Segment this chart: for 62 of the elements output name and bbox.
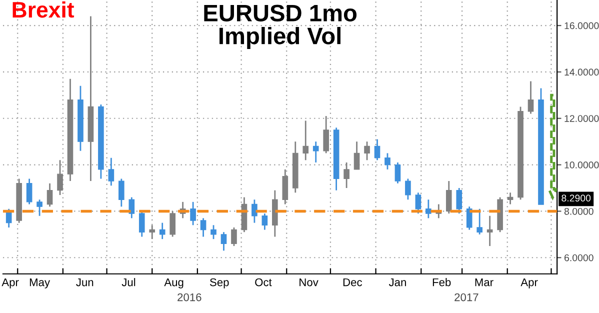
- x-tick-label: Apr: [520, 278, 538, 288]
- x-tick-label: Nov: [300, 278, 318, 286]
- x-tick-label: Feb: [432, 278, 451, 286]
- x-tick-label: Jun: [76, 278, 94, 286]
- y-tick-label: 14.0000: [564, 68, 599, 76]
- text: EURUSD 1mo Implied Vol: [204, 4, 357, 49]
- candlestick: [446, 180, 452, 214]
- candlestick: [466, 206, 472, 230]
- candlestick: [108, 157, 114, 186]
- annotation: Brexit: [12, 1, 74, 18]
- candlestick: [128, 196, 135, 219]
- candlestick: [170, 210, 176, 238]
- candlestick: [26, 178, 32, 205]
- candlestick: [200, 217, 206, 238]
- candlestick: [302, 120, 309, 161]
- y-tick-label: 8.0000: [564, 208, 594, 215]
- candlestick: [507, 192, 514, 205]
- candlestick: [323, 115, 329, 154]
- candlestick: [476, 208, 482, 236]
- candlestick: [231, 226, 237, 247]
- candlestick: [210, 224, 216, 240]
- x-tick-label: Aug: [164, 278, 184, 288]
- candlestick: [486, 215, 493, 247]
- candlestick: [426, 198, 432, 219]
- candlestick: [57, 159, 63, 196]
- candlestick: [405, 178, 411, 200]
- candlestick: [282, 168, 288, 205]
- candlestick: [364, 140, 370, 161]
- x-tick-label: Sep: [210, 278, 229, 288]
- candlestick: [374, 138, 380, 161]
- x-tick-label: Jan: [388, 278, 406, 286]
- candlestick: [262, 212, 268, 230]
- candlestick: [118, 178, 124, 208]
- y-tick-label: 16.0000: [564, 22, 599, 30]
- candlestick: [384, 152, 390, 170]
- candlestick: [149, 224, 156, 240]
- x-tick-label: May: [30, 278, 50, 288]
- y-tick-label: 6.0000: [564, 254, 594, 262]
- candlestick: [138, 210, 145, 238]
- x-tick-label: Jul: [122, 278, 136, 286]
- candlestick: [415, 192, 422, 214]
- annotation: 8.2900: [562, 194, 591, 202]
- x-tick-label: Mar: [475, 278, 494, 286]
- y-tick-label: 10.0000: [564, 162, 599, 168]
- candlestick: [190, 201, 196, 226]
- candlestick: [220, 231, 227, 252]
- candlestick: [312, 140, 319, 164]
- candlestick: [46, 182, 53, 208]
- x-tick-label: Apr: [2, 278, 19, 288]
- x-tick-label: Oct: [255, 278, 272, 286]
- candlestick: [36, 198, 42, 217]
- x-tick-label: Dec: [343, 278, 362, 286]
- text: 2017: [454, 293, 478, 302]
- y-tick-label: 12.0000: [564, 115, 599, 122]
- candlestick: [159, 222, 166, 240]
- candlestick: [252, 198, 258, 224]
- candlestick: [354, 140, 360, 170]
- candlestick: [528, 80, 534, 114]
- candlestick: [394, 162, 401, 184]
- candlestick: [344, 162, 350, 189]
- text: 2016: [178, 293, 202, 302]
- candlestick: [456, 187, 462, 214]
